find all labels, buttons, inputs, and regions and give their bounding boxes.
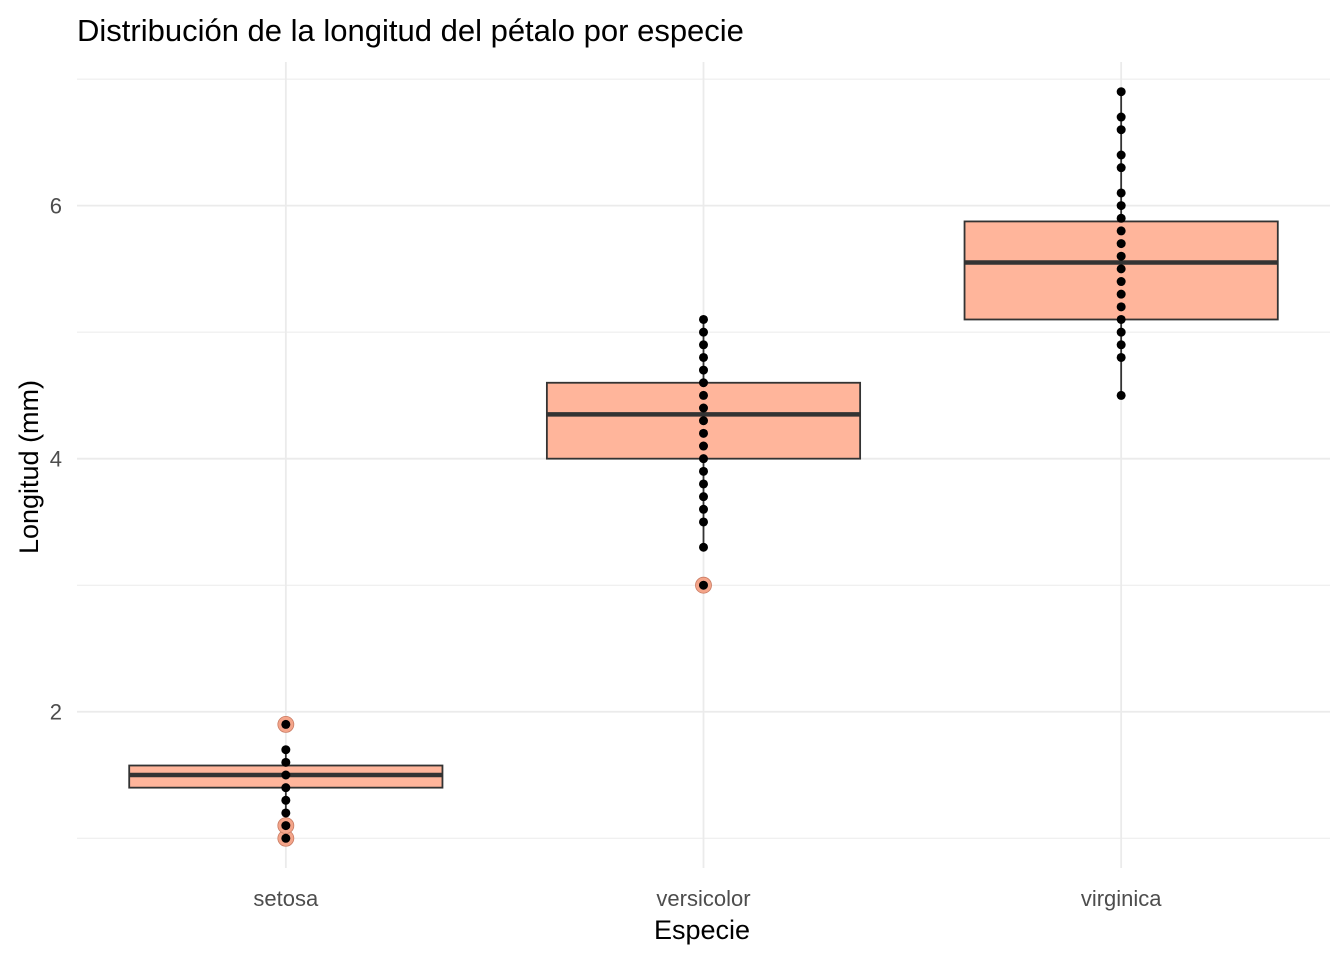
data-point — [1116, 213, 1126, 223]
y-tick-label: 6 — [50, 194, 62, 219]
data-point — [1116, 302, 1126, 312]
data-point — [1116, 327, 1126, 337]
data-point — [699, 327, 708, 337]
data-point — [281, 719, 291, 729]
data-point — [699, 314, 708, 324]
data-point — [699, 479, 708, 489]
data-point — [699, 340, 708, 350]
data-point — [699, 403, 708, 413]
data-point — [699, 517, 708, 527]
data-point — [699, 352, 708, 362]
data-point — [281, 833, 291, 843]
data-point — [1116, 352, 1126, 362]
data-point — [699, 466, 708, 476]
data-point — [281, 795, 291, 805]
data-point — [699, 365, 708, 375]
data-point — [1116, 163, 1126, 173]
data-point — [281, 770, 291, 780]
x-axis-title: Especie — [654, 915, 750, 945]
data-point — [281, 821, 291, 831]
data-point — [1116, 314, 1126, 324]
data-point — [281, 808, 291, 818]
data-point — [1116, 277, 1126, 287]
data-point — [699, 454, 708, 464]
chart-title: Distribución de la longitud del pétalo p… — [77, 13, 744, 48]
data-point — [1116, 239, 1126, 249]
data-point — [281, 783, 291, 793]
x-tick-labels: setosa versicolor virginica — [253, 886, 1162, 911]
data-point — [699, 441, 708, 451]
data-point — [281, 745, 291, 755]
data-point — [1116, 289, 1126, 299]
data-point — [699, 378, 708, 388]
y-tick-label: 2 — [50, 700, 62, 725]
x-tick-label: setosa — [253, 886, 319, 911]
data-point — [1116, 201, 1126, 211]
data-point — [281, 757, 291, 767]
data-point — [1116, 125, 1126, 135]
x-tick-label: versicolor — [656, 886, 750, 911]
data-point — [1116, 188, 1126, 198]
data-point — [699, 504, 708, 514]
data-point — [1116, 150, 1126, 160]
data-point — [1116, 340, 1126, 350]
y-axis-title: Longitud (mm) — [14, 380, 44, 554]
data-point — [1116, 264, 1126, 274]
points — [281, 87, 1126, 843]
data-point — [699, 428, 708, 438]
data-point — [699, 580, 708, 590]
data-point — [699, 416, 708, 426]
x-tick-label: virginica — [1081, 886, 1162, 911]
y-tick-labels: 2 4 6 — [50, 194, 62, 725]
data-point — [1116, 226, 1126, 236]
data-point — [1116, 112, 1126, 122]
data-point — [699, 492, 708, 502]
data-point — [1116, 390, 1126, 400]
data-point — [1116, 87, 1126, 97]
data-point — [699, 390, 708, 400]
data-point — [1116, 251, 1126, 261]
data-point — [699, 542, 708, 552]
y-tick-label: 4 — [50, 447, 62, 472]
